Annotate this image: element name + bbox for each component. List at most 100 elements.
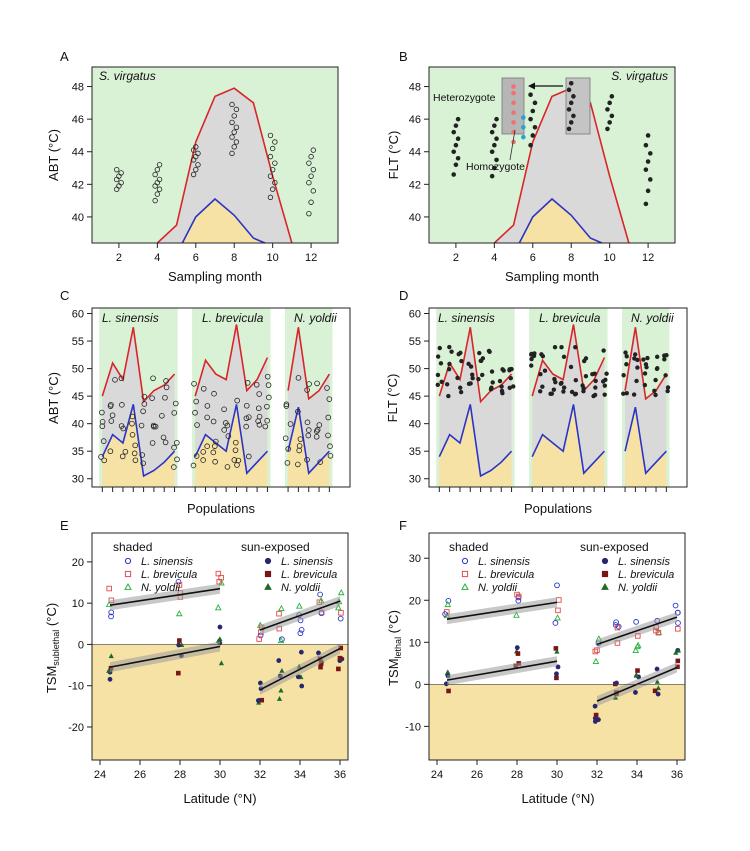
data-point — [634, 378, 639, 384]
group-label-brevicula: L. brevicula — [202, 311, 264, 325]
data-point — [442, 611, 448, 617]
data-point — [500, 367, 505, 372]
data-point — [193, 398, 199, 405]
data-point — [614, 624, 621, 631]
negative-margin-band — [429, 684, 685, 760]
x-axis-label: Latitude (°N) — [521, 791, 594, 806]
legend-marker — [264, 582, 272, 590]
data-point — [675, 626, 681, 632]
data-point — [175, 610, 183, 617]
y-tick-label: 44 — [72, 147, 84, 159]
y-tick-label: -10 — [405, 721, 421, 733]
data-point — [225, 433, 232, 439]
data-point — [118, 423, 125, 429]
y-tick-label: 20 — [409, 595, 421, 607]
data-point — [313, 433, 320, 440]
data-point — [304, 387, 310, 393]
group-label-sinensis: L. sinensis — [438, 311, 495, 325]
data-point — [278, 687, 284, 693]
data-point — [255, 698, 261, 703]
data-point — [531, 353, 537, 359]
data-point — [458, 389, 464, 395]
data-point — [276, 610, 282, 617]
data-point — [447, 344, 452, 350]
data-point — [233, 139, 240, 145]
legend-title-sun: sun-exposed — [241, 540, 310, 554]
data-point — [217, 624, 223, 630]
data-point — [269, 145, 276, 152]
lower-line — [181, 197, 266, 244]
data-point — [455, 136, 461, 142]
data-point — [605, 126, 610, 132]
data-point — [232, 447, 239, 454]
data-point — [528, 142, 533, 148]
data-point — [140, 408, 146, 415]
data-point — [573, 378, 579, 383]
data-point — [317, 459, 324, 465]
data-point — [566, 126, 572, 132]
data-point — [232, 439, 239, 446]
data-point — [314, 380, 320, 387]
data-point — [583, 374, 589, 379]
y-tick-label: -10 — [68, 681, 84, 693]
y-tick-label: 44 — [409, 147, 421, 159]
legend-entry: L. sinensis — [281, 556, 333, 568]
heterozygote-label: Heterozygote — [433, 92, 496, 104]
data-point — [317, 591, 323, 598]
data-point — [435, 354, 441, 359]
data-point — [132, 442, 139, 449]
data-point — [489, 369, 495, 374]
legend-entry: L. brevicula — [618, 569, 674, 581]
data-point — [602, 383, 608, 388]
data-point — [480, 372, 485, 378]
data-point — [156, 162, 163, 168]
lower-line — [101, 404, 176, 478]
data-point — [614, 680, 619, 686]
y-axis-label: FLT (°C) — [385, 374, 400, 423]
legend-entry: L. sinensis — [478, 556, 530, 568]
data-point — [605, 107, 610, 112]
x-axis-label: Populations — [524, 501, 592, 516]
data-point — [566, 87, 572, 93]
regression-line — [259, 647, 341, 691]
data-point — [530, 133, 536, 138]
x-tick-label: 12 — [305, 252, 317, 264]
legend-entry: N. yoldii — [478, 582, 518, 594]
data-point — [156, 186, 163, 192]
data-point — [284, 460, 291, 466]
data-point — [489, 129, 495, 135]
data-point — [267, 153, 274, 160]
data-point — [233, 106, 240, 113]
data-point — [647, 151, 653, 156]
data-point — [453, 123, 459, 128]
data-point — [212, 443, 218, 449]
data-point — [314, 427, 321, 433]
data-point — [327, 443, 333, 449]
regression-line — [446, 601, 558, 620]
data-point — [633, 690, 638, 695]
homozygote-point — [521, 134, 526, 140]
data-point — [221, 427, 228, 433]
data-point — [283, 401, 290, 408]
data-point — [253, 381, 260, 388]
data-point — [446, 393, 451, 399]
panel-letter-e: E — [60, 518, 69, 533]
data-point — [224, 422, 231, 429]
panel-letter-a: A — [60, 49, 69, 64]
data-point — [593, 385, 598, 390]
data-point — [304, 456, 310, 463]
data-point — [338, 645, 344, 651]
legend-entry: L. brevicula — [281, 569, 337, 581]
y-tick-label: 55 — [72, 336, 84, 348]
data-point — [259, 697, 265, 703]
data-point — [154, 191, 161, 197]
data-point — [594, 647, 600, 653]
data-point — [299, 683, 305, 689]
data-point — [601, 348, 606, 353]
data-point — [672, 602, 679, 609]
group-label-brevicula: L. brevicula — [539, 311, 601, 325]
regression-line — [109, 587, 221, 607]
legend-marker — [461, 557, 469, 565]
data-point — [455, 375, 460, 381]
